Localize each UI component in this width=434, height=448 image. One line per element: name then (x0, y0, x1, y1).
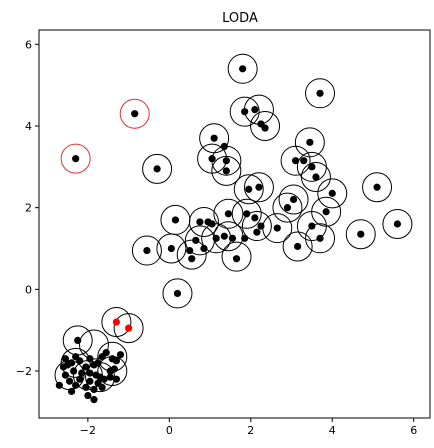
data-point-0-4 (261, 124, 268, 131)
data-point-0-67 (78, 369, 85, 376)
data-point-0-21 (323, 208, 330, 215)
data-point-0-80 (90, 396, 97, 403)
outlier-point-1-1 (125, 325, 132, 332)
data-point-0-9 (223, 157, 230, 164)
data-point-0-45 (316, 235, 323, 242)
data-point-0-41 (143, 247, 150, 254)
data-point-0-32 (253, 229, 260, 236)
data-point-0-19 (329, 190, 336, 197)
data-point-0-46 (294, 243, 301, 250)
data-point-0-5 (316, 90, 323, 97)
data-point-0-77 (82, 384, 89, 391)
data-point-0-36 (200, 245, 207, 252)
data-point-0-24 (196, 218, 203, 225)
data-point-0-54 (113, 357, 120, 364)
data-point-0-8 (209, 155, 216, 162)
outlier-point-1-0 (113, 318, 120, 325)
data-point-0-87 (99, 384, 106, 391)
data-point-0-83 (113, 376, 120, 383)
chart-title: LODA (222, 11, 258, 26)
data-point-0-60 (86, 355, 93, 362)
data-point-0-37 (213, 235, 220, 242)
data-point-0-76 (72, 382, 79, 389)
data-point-0-15 (312, 173, 319, 180)
data-point-0-31 (274, 224, 281, 231)
data-point-0-27 (225, 210, 232, 217)
data-point-2-1 (131, 110, 138, 117)
data-point-0-68 (86, 369, 93, 376)
data-point-0-2 (251, 106, 258, 113)
data-point-0-43 (188, 255, 195, 262)
x-tick-label-3: 4 (329, 424, 336, 437)
data-point-0-29 (251, 214, 258, 221)
y-tick-label-1: 0 (25, 283, 32, 296)
x-tick-label-2: 2 (247, 424, 254, 437)
data-point-0-61 (82, 363, 89, 370)
data-point-0-6 (211, 135, 218, 142)
data-point-2-0 (72, 155, 79, 162)
data-point-0-16 (245, 186, 252, 193)
data-point-0-89 (62, 372, 69, 379)
data-point-0-47 (357, 231, 364, 238)
data-point-0-26 (209, 220, 216, 227)
data-point-0-88 (68, 388, 75, 395)
data-point-0-13 (300, 157, 307, 164)
data-point-0-65 (60, 363, 67, 370)
data-point-0-18 (290, 196, 297, 203)
data-point-0-82 (107, 374, 114, 381)
x-tick-label-4: 6 (410, 424, 417, 437)
data-point-0-23 (172, 216, 179, 223)
data-point-0-78 (90, 386, 97, 393)
data-point-0-39 (229, 235, 236, 242)
data-point-0-22 (373, 184, 380, 191)
data-point-0-84 (62, 355, 69, 362)
data-point-0-42 (186, 247, 193, 254)
data-point-0-73 (76, 376, 83, 383)
data-point-0-14 (308, 163, 315, 170)
x-tick-label-0: −2 (80, 424, 96, 437)
data-point-0-74 (66, 378, 73, 385)
plot-area (55, 54, 412, 403)
data-point-0-72 (86, 378, 93, 385)
y-tick-label-0: −2 (16, 365, 32, 378)
data-point-0-75 (56, 382, 63, 389)
data-point-0-10 (223, 167, 230, 174)
data-point-0-1 (241, 108, 248, 115)
data-point-0-20 (284, 204, 291, 211)
data-point-0-28 (243, 210, 250, 217)
data-point-0-17 (255, 184, 262, 191)
data-point-0-66 (70, 367, 77, 374)
data-point-0-49 (154, 165, 161, 172)
data-point-0-40 (168, 245, 175, 252)
data-point-0-51 (74, 337, 81, 344)
data-point-0-11 (292, 157, 299, 164)
data-point-0-85 (72, 353, 79, 360)
data-point-0-44 (233, 255, 240, 262)
data-point-0-35 (192, 237, 199, 244)
data-point-0-12 (306, 139, 313, 146)
y-tick-label-3: 4 (25, 120, 32, 133)
data-point-0-59 (90, 361, 97, 368)
data-point-0-30 (257, 222, 264, 229)
data-point-0-57 (99, 353, 106, 360)
y-tick-label-4: 6 (25, 38, 32, 51)
data-point-0-0 (239, 65, 246, 72)
data-point-0-86 (117, 351, 124, 358)
data-point-0-34 (308, 222, 315, 229)
data-point-0-50 (174, 290, 181, 297)
data-point-0-81 (84, 392, 91, 399)
y-tick-label-2: 2 (25, 202, 32, 215)
x-tick-label-1: 0 (166, 424, 173, 437)
data-point-0-38 (221, 233, 228, 240)
data-point-0-56 (107, 367, 114, 374)
data-point-0-79 (96, 374, 103, 381)
data-point-0-48 (394, 220, 401, 227)
data-point-0-33 (241, 235, 248, 242)
data-point-0-7 (221, 143, 228, 150)
